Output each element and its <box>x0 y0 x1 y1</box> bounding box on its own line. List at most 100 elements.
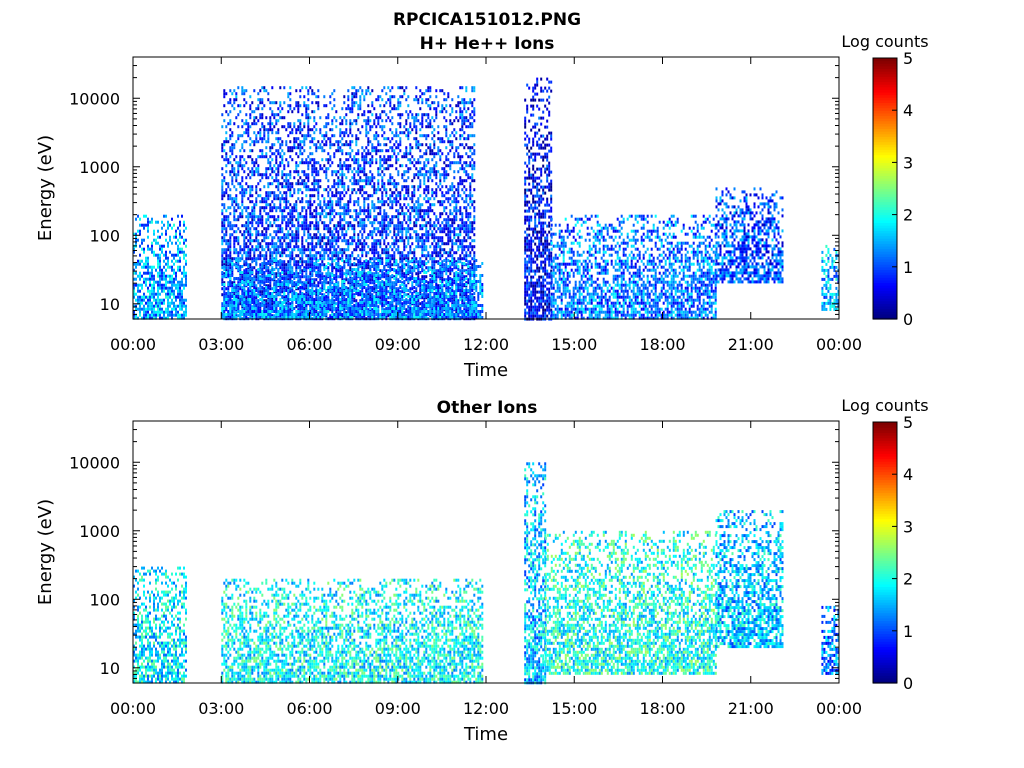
heatmap-cell <box>397 209 400 213</box>
heatmap-cell <box>225 230 228 234</box>
heatmap-cell <box>321 248 324 252</box>
heatmap-cell <box>317 182 320 186</box>
heatmap-cell <box>429 209 432 213</box>
heatmap-cell <box>395 128 398 132</box>
heatmap-cell <box>249 239 252 243</box>
heatmap-cell <box>307 104 310 108</box>
heatmap-cell <box>367 287 370 291</box>
heatmap-cell <box>397 122 400 126</box>
heatmap-cell <box>417 143 420 147</box>
heatmap-cell <box>251 269 254 273</box>
heatmap-cell <box>301 254 304 258</box>
heatmap-cell <box>295 263 298 267</box>
heatmap-cell <box>237 239 240 243</box>
heatmap-cell <box>431 251 434 255</box>
heatmap-cell <box>143 271 145 275</box>
heatmap-cell <box>397 296 400 300</box>
heatmap-cell <box>319 164 322 168</box>
heatmap-cell <box>371 200 374 204</box>
heatmap-cell <box>169 265 171 269</box>
heatmap-cell <box>421 224 424 228</box>
heatmap-cell <box>305 260 308 264</box>
heatmap-cell <box>261 152 264 156</box>
heatmap-cell <box>317 179 320 183</box>
heatmap-cell <box>323 197 326 201</box>
heatmap-cell <box>263 266 266 270</box>
heatmap-cell <box>229 257 232 261</box>
heatmap-cell <box>309 263 312 267</box>
heatmap-cell <box>389 200 392 204</box>
heatmap-cell <box>281 218 284 222</box>
heatmap-cell <box>367 251 370 255</box>
heatmap-cell <box>377 290 380 294</box>
heatmap-cell <box>279 146 282 150</box>
heatmap-cell <box>355 119 358 123</box>
heatmap-cell <box>407 218 410 222</box>
heatmap-cell <box>355 170 358 174</box>
heatmap-cell <box>363 272 366 276</box>
heatmap-cell <box>379 254 382 258</box>
heatmap-cell <box>147 223 149 227</box>
heatmap-cell <box>151 301 153 305</box>
heatmap-cell <box>289 233 292 237</box>
heatmap-cell <box>365 146 368 150</box>
heatmap-cell <box>257 230 260 234</box>
heatmap-cell <box>259 263 262 267</box>
heatmap-cell <box>153 298 155 302</box>
heatmap-cell <box>363 305 366 309</box>
heatmap-cell <box>351 182 354 186</box>
heatmap-cell <box>261 116 264 120</box>
heatmap-cell <box>367 110 370 114</box>
heatmap-cell <box>353 101 356 105</box>
heatmap-cell <box>335 302 338 306</box>
heatmap-cell <box>419 95 422 99</box>
heatmap-cell <box>291 275 294 279</box>
heatmap-cell <box>265 227 268 231</box>
heatmap-cell <box>251 218 254 222</box>
heatmap-cell <box>181 292 183 296</box>
heatmap-cell <box>231 224 234 228</box>
heatmap-cell <box>351 107 354 111</box>
heatmap-cell <box>341 185 344 189</box>
heatmap-cell <box>431 125 434 129</box>
heatmap-cell <box>143 262 145 266</box>
heatmap-cell <box>411 242 414 246</box>
heatmap-cell <box>319 185 322 189</box>
heatmap-cell <box>391 242 394 246</box>
heatmap-cell <box>235 209 238 213</box>
heatmap-cell <box>379 224 382 228</box>
heatmap-cell <box>153 292 155 296</box>
heatmap-cell <box>229 266 232 270</box>
heatmap-cell <box>261 137 264 141</box>
heatmap-cell <box>351 158 354 162</box>
heatmap-cell <box>319 287 322 291</box>
heatmap-cell <box>311 182 314 186</box>
heatmap-cell <box>331 272 334 276</box>
heatmap-cell <box>233 200 236 204</box>
heatmap-cell <box>355 95 358 99</box>
heatmap-cell <box>257 170 260 174</box>
heatmap-cell <box>393 296 396 300</box>
heatmap-cell <box>399 113 402 117</box>
heatmap-cell <box>403 179 406 183</box>
heatmap-cell <box>137 262 139 266</box>
heatmap-cell <box>297 248 300 252</box>
heatmap-cell <box>285 191 288 195</box>
heatmap-cell <box>167 310 169 314</box>
heatmap-cell <box>267 191 270 195</box>
heatmap-cell <box>361 209 364 213</box>
heatmap-cell <box>383 173 386 177</box>
heatmap-cell <box>307 167 310 171</box>
heatmap-cell <box>355 200 358 204</box>
heatmap-cell <box>363 299 366 303</box>
heatmap-cell <box>315 233 318 237</box>
heatmap-cell <box>367 116 370 120</box>
heatmap-cell <box>175 253 177 257</box>
heatmap-cell <box>249 275 252 279</box>
heatmap-cell <box>417 305 420 309</box>
heatmap-cell <box>223 149 226 153</box>
heatmap-cell <box>389 245 392 249</box>
heatmap-cell <box>407 116 410 120</box>
heatmap-cell <box>401 263 404 267</box>
heatmap-cell <box>383 275 386 279</box>
